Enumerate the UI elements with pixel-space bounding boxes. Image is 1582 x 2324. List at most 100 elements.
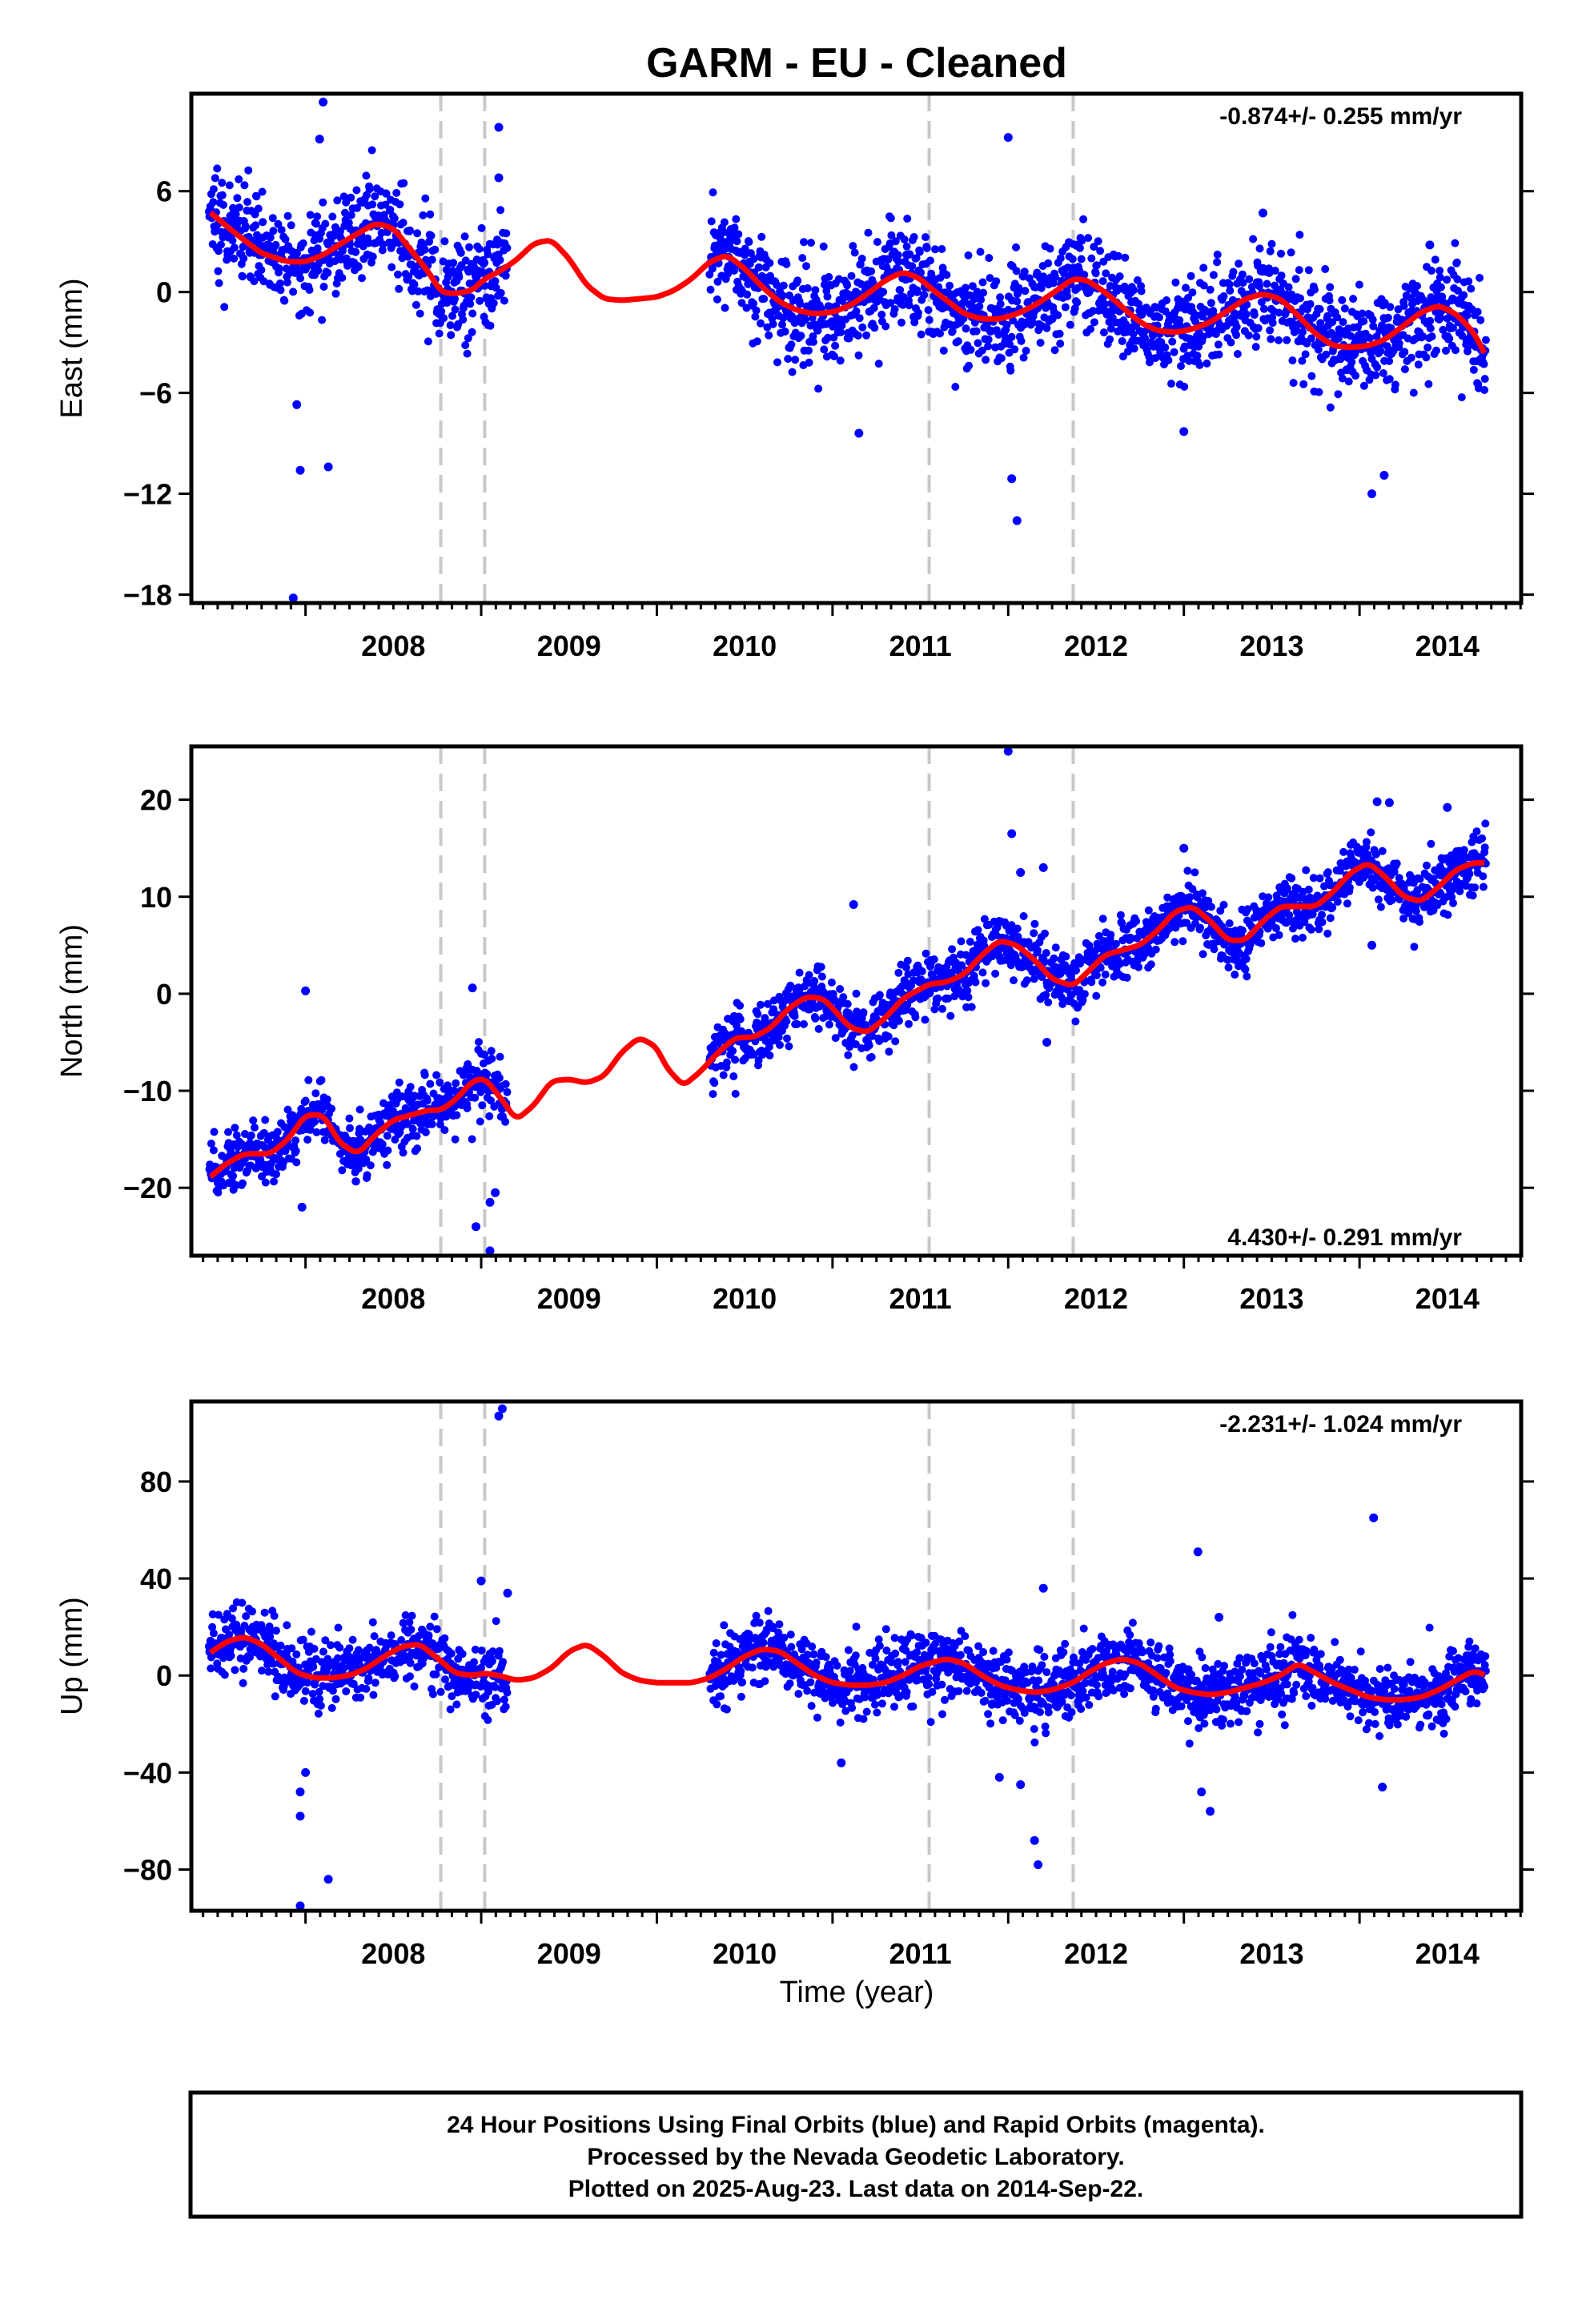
- data-point: [379, 1099, 387, 1108]
- data-point: [1177, 362, 1185, 371]
- data-point: [248, 1607, 256, 1616]
- data-point: [312, 1128, 321, 1136]
- data-point: [217, 240, 225, 249]
- data-point: [844, 1051, 853, 1059]
- data-point: [1307, 334, 1315, 343]
- data-point: [420, 245, 429, 254]
- data-point: [1021, 287, 1030, 296]
- data-point: [962, 324, 970, 333]
- data-point: [1376, 903, 1385, 911]
- data-point: [709, 188, 717, 197]
- data-point: [1298, 356, 1307, 365]
- data-point: [1307, 372, 1316, 380]
- data-point: [736, 1001, 745, 1010]
- data-point: [496, 288, 505, 297]
- outlier-point: [491, 1188, 500, 1197]
- data-point: [730, 223, 739, 232]
- data-point: [345, 1644, 354, 1653]
- data-point: [448, 312, 456, 320]
- data-point: [1427, 839, 1435, 848]
- data-point: [734, 230, 743, 239]
- data-point: [1007, 332, 1016, 341]
- data-point: [1002, 320, 1011, 329]
- data-point: [938, 1004, 946, 1013]
- data-point: [1480, 375, 1489, 384]
- data-point: [410, 1682, 419, 1691]
- x-tick-label: 2012: [1064, 1282, 1128, 1315]
- data-point: [850, 248, 859, 257]
- data-point: [331, 289, 340, 298]
- data-point: [1471, 883, 1480, 892]
- data-point: [425, 237, 434, 246]
- data-point: [1465, 870, 1474, 879]
- outlier-point: [1384, 798, 1394, 807]
- data-point: [475, 1038, 483, 1047]
- data-point: [484, 250, 492, 259]
- data-point: [273, 1128, 282, 1136]
- data-point: [1415, 918, 1423, 927]
- data-point: [345, 1114, 354, 1123]
- data-point: [946, 320, 954, 329]
- data-point: [796, 300, 805, 308]
- data-point: [805, 358, 813, 367]
- data-point: [209, 185, 218, 194]
- data-point: [354, 1646, 363, 1655]
- data-point: [1285, 911, 1294, 919]
- data-point: [229, 1172, 237, 1180]
- data-point: [491, 277, 500, 285]
- data-point: [1443, 275, 1452, 284]
- data-point: [1245, 275, 1254, 283]
- data-point: [886, 214, 895, 223]
- data-point: [1378, 846, 1387, 855]
- data-point: [1355, 280, 1363, 289]
- data-point: [347, 211, 355, 219]
- data-point: [390, 214, 399, 223]
- data-point: [480, 1051, 489, 1059]
- data-point: [1339, 847, 1348, 856]
- data-point: [1452, 258, 1461, 267]
- data-point: [327, 1104, 336, 1113]
- data-point: [721, 304, 729, 312]
- data-point: [1243, 972, 1251, 981]
- data-point: [451, 305, 460, 314]
- data-point: [246, 1653, 254, 1662]
- data-point: [852, 307, 861, 316]
- data-point: [1414, 360, 1423, 369]
- data-point: [1291, 275, 1300, 283]
- data-point: [426, 1080, 435, 1088]
- data-point: [1275, 931, 1283, 939]
- data-point: [890, 305, 899, 314]
- data-point: [1307, 925, 1315, 934]
- data-point: [1080, 271, 1089, 279]
- data-point: [317, 1076, 326, 1084]
- data-point: [857, 255, 866, 263]
- data-point: [769, 1005, 778, 1014]
- data-point: [1309, 874, 1318, 883]
- data-point: [271, 240, 280, 249]
- data-point: [962, 951, 970, 959]
- data-point: [1366, 334, 1375, 342]
- data-point: [1457, 393, 1466, 402]
- outlier-point: [1012, 516, 1022, 525]
- data-point: [299, 1635, 307, 1644]
- data-point: [765, 1051, 774, 1059]
- data-point: [921, 233, 930, 242]
- panel-frame: [189, 91, 1524, 605]
- data-point: [1460, 846, 1468, 854]
- data-point: [1078, 995, 1087, 1004]
- data-point: [496, 206, 505, 215]
- data-point: [773, 281, 781, 289]
- y-tick-label: −10: [123, 1075, 172, 1108]
- data-point: [283, 1105, 292, 1114]
- data-point: [283, 278, 291, 287]
- data-point: [887, 231, 896, 239]
- data-point: [873, 238, 881, 247]
- data-point: [893, 251, 902, 259]
- data-point: [1106, 324, 1115, 333]
- data-point: [862, 331, 871, 340]
- data-point: [1304, 885, 1313, 894]
- data-point: [1078, 236, 1086, 245]
- data-point: [1141, 334, 1149, 343]
- data-point: [1266, 326, 1275, 335]
- data-point: [495, 1074, 504, 1083]
